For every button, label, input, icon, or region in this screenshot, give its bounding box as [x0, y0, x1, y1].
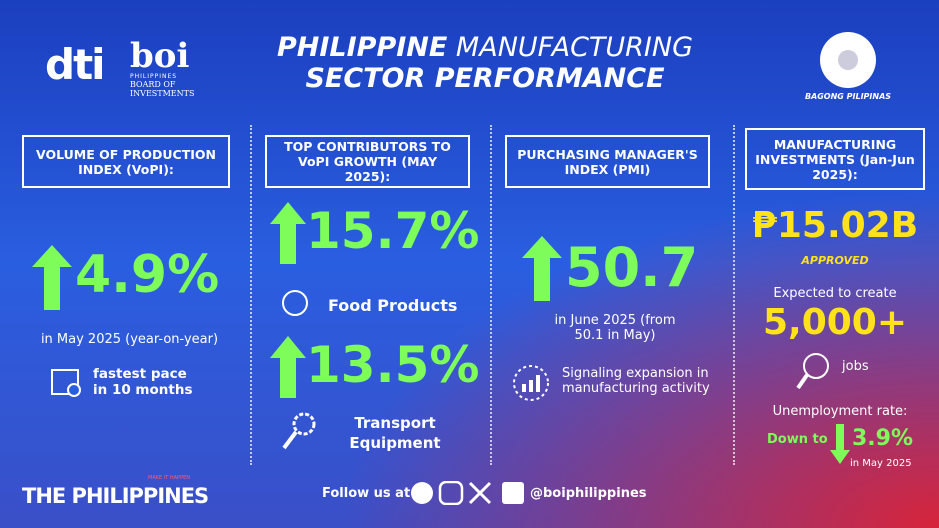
unemployment-label: Unemployment rate: — [772, 404, 908, 419]
title: PHILIPPINE MANUFACTURING SECTOR PERFORMA… — [230, 32, 740, 94]
food-icon — [282, 290, 308, 316]
panel-heading: MANUFACTURING INVESTMENTS (Jan-Jun 2025)… — [745, 128, 925, 190]
divider — [490, 125, 492, 465]
up-arrow — [32, 245, 72, 310]
title-bold: PHILIPPINE — [276, 32, 448, 63]
title-rest: MANUFACTURING — [455, 32, 694, 63]
jobs-value: 5,000+ — [762, 302, 908, 343]
handle: @boiphilippines — [530, 486, 647, 501]
search-icon — [796, 353, 829, 390]
pmi-value: 50.7 — [565, 236, 699, 299]
up-arrow — [270, 336, 306, 398]
up-arrow — [522, 236, 562, 301]
contributor-value: 15.7% — [306, 202, 480, 260]
boi-text: BOARD OF — [130, 80, 176, 89]
calendar-icon — [51, 369, 81, 397]
panel-heading: PURCHASING MANAGER'S INDEX (PMI) — [505, 135, 710, 188]
divider — [250, 125, 252, 465]
up-arrow — [270, 202, 306, 264]
boi-text: PHILIPPINES — [130, 73, 178, 80]
brand: THE PHILIPPINES — [22, 484, 209, 508]
tagline: MAKE IT HAPPEN — [148, 475, 190, 481]
social-icons — [411, 481, 524, 505]
follow-label: Follow us at — [322, 486, 411, 501]
contributor-label: Food Products — [328, 296, 458, 315]
pmi-note: in June 2025 (from 50.1 in May) — [554, 313, 676, 343]
badge-logo — [820, 32, 876, 88]
facebook-icon — [411, 482, 433, 504]
down-arrow — [830, 424, 850, 464]
down-to: Down to — [767, 432, 828, 447]
unemployment-value: 3.9% — [852, 426, 914, 451]
contributor-value: 13.5% — [306, 336, 480, 394]
linkedin-icon — [502, 482, 524, 504]
investment-value: ₱15.02B — [751, 205, 919, 246]
x-icon — [468, 481, 492, 505]
jobs-label: jobs — [842, 359, 869, 374]
vopi-value: 4.9% — [75, 245, 220, 305]
chart-icon — [513, 365, 549, 401]
panel-heading: VOLUME OF PRODUCTION INDEX (VoPI): — [22, 135, 230, 188]
expected: Expected to create — [773, 286, 897, 301]
title-line2: SECTOR PERFORMANCE — [305, 63, 665, 94]
unemployment-note: in May 2025 — [850, 458, 912, 469]
boi-text: INVESTMENTS — [130, 89, 195, 98]
gear-icon — [282, 412, 316, 450]
panel-heading: TOP CONTRIBUTORS TO VoPI GROWTH (MAY 202… — [265, 135, 470, 188]
badge-sun — [838, 50, 858, 70]
contributor-label: Transport Equipment — [349, 414, 441, 452]
divider — [733, 125, 735, 465]
pmi-highlight: Signaling expansion in manufacturing act… — [562, 366, 710, 396]
boi-logo: boi — [130, 36, 190, 76]
approved: APPROVED — [801, 254, 869, 267]
instagram-icon — [438, 481, 464, 505]
badge-text: BAGONG PILIPINAS — [804, 92, 892, 101]
vopi-highlight: fastest pace in 10 months — [93, 366, 193, 398]
vopi-note: in May 2025 (year-on-year) — [40, 332, 219, 347]
dti-logo: dti — [45, 40, 106, 89]
